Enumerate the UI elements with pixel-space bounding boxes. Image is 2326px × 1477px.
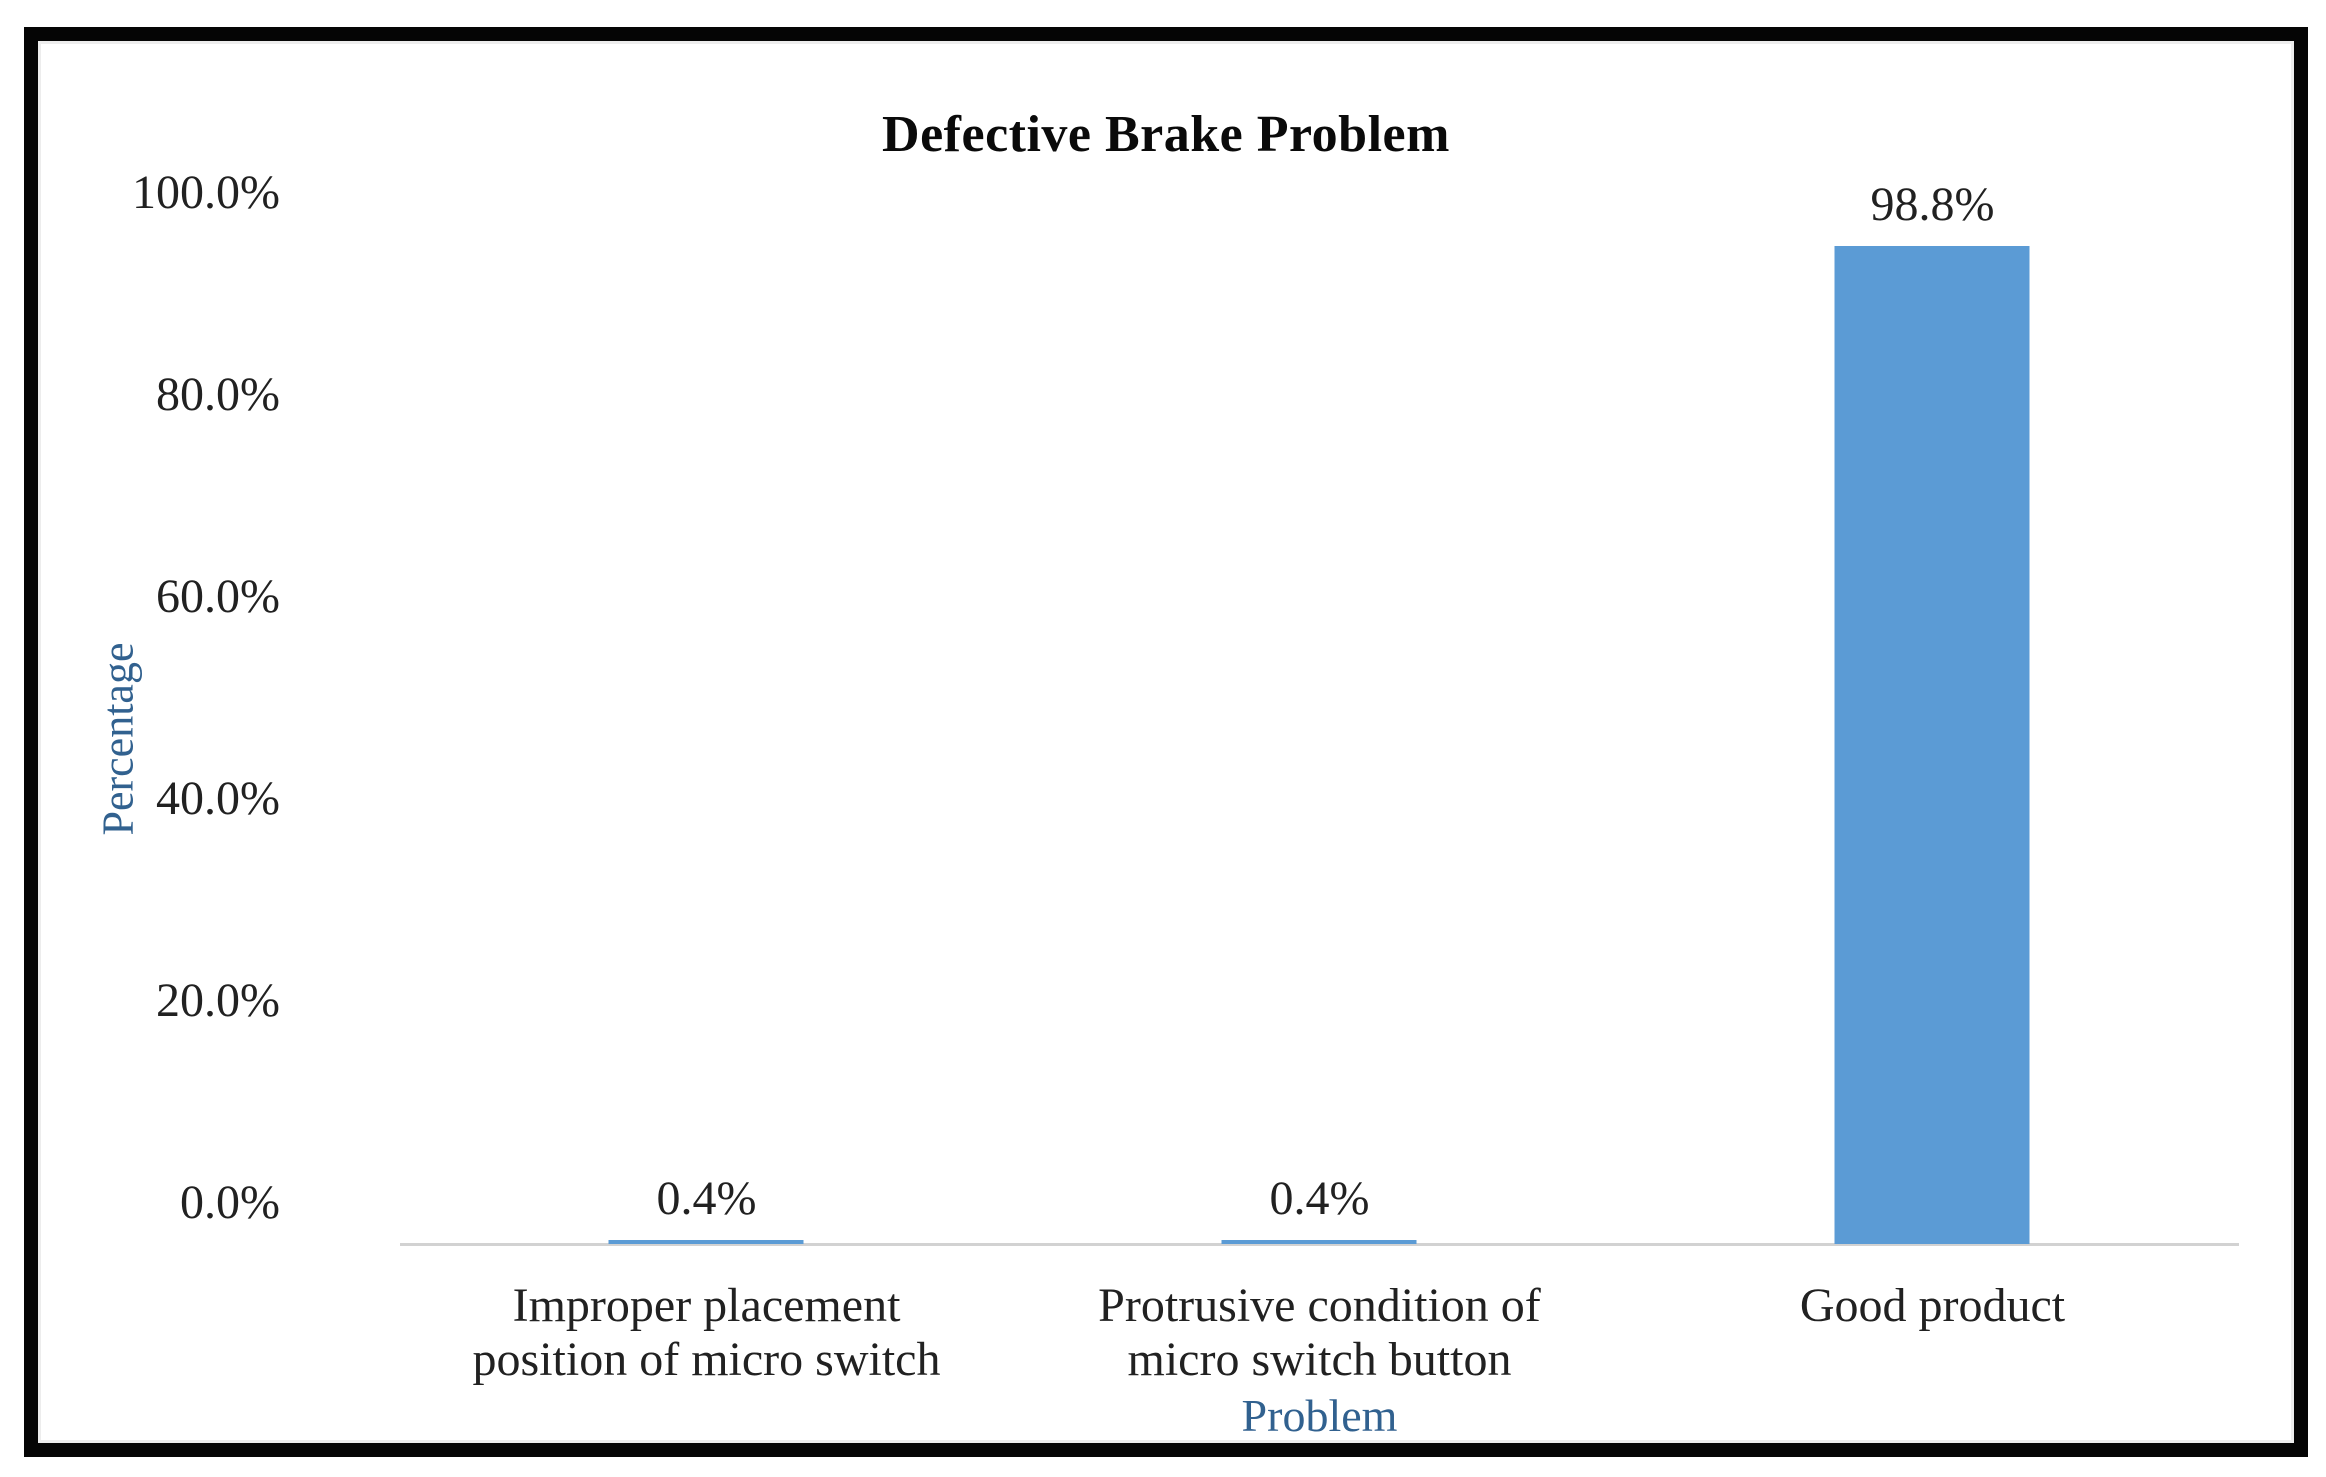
y-axis-tick-label: 40.0% (156, 772, 280, 825)
x-category-label: Improper placement position of micro swi… (472, 1279, 941, 1386)
bar-group: 98.8% (1626, 178, 2239, 1244)
bar (1834, 246, 2030, 1244)
y-axis-tick-label: 20.0% (156, 974, 280, 1027)
chart-frame: Defective Brake Problem Percentage 100.0… (24, 27, 2308, 1457)
y-axis-tick-label: 60.0% (156, 570, 280, 623)
bar-data-label: 0.4% (1269, 1171, 1370, 1225)
y-axis-title: Percentage (93, 642, 143, 836)
bar-data-label: 0.4% (656, 1171, 757, 1225)
x-category-label: Protrusive condition of micro switch but… (1098, 1279, 1541, 1386)
bar (608, 1239, 804, 1244)
bar-data-label: 98.8% (1870, 178, 1995, 232)
x-category-labels: Improper placement position of micro swi… (400, 1279, 2239, 1387)
y-axis-tick-label: 100.0% (132, 166, 280, 219)
bar (1221, 1239, 1417, 1244)
y-axis-tick-label: 0.0% (180, 1176, 280, 1229)
bar-group: 0.4% (400, 234, 1013, 1244)
x-axis-line (400, 1243, 2239, 1246)
chart-title: Defective Brake Problem (882, 106, 1450, 163)
x-axis-title: Problem (1241, 1390, 1398, 1441)
x-category-label: Good product (1799, 1279, 2066, 1332)
plot-area: 0.4% 0.4% 98.8% (400, 178, 2239, 1246)
bar-group: 0.4% (1013, 234, 1626, 1244)
y-axis-tick-label: 80.0% (156, 368, 280, 421)
